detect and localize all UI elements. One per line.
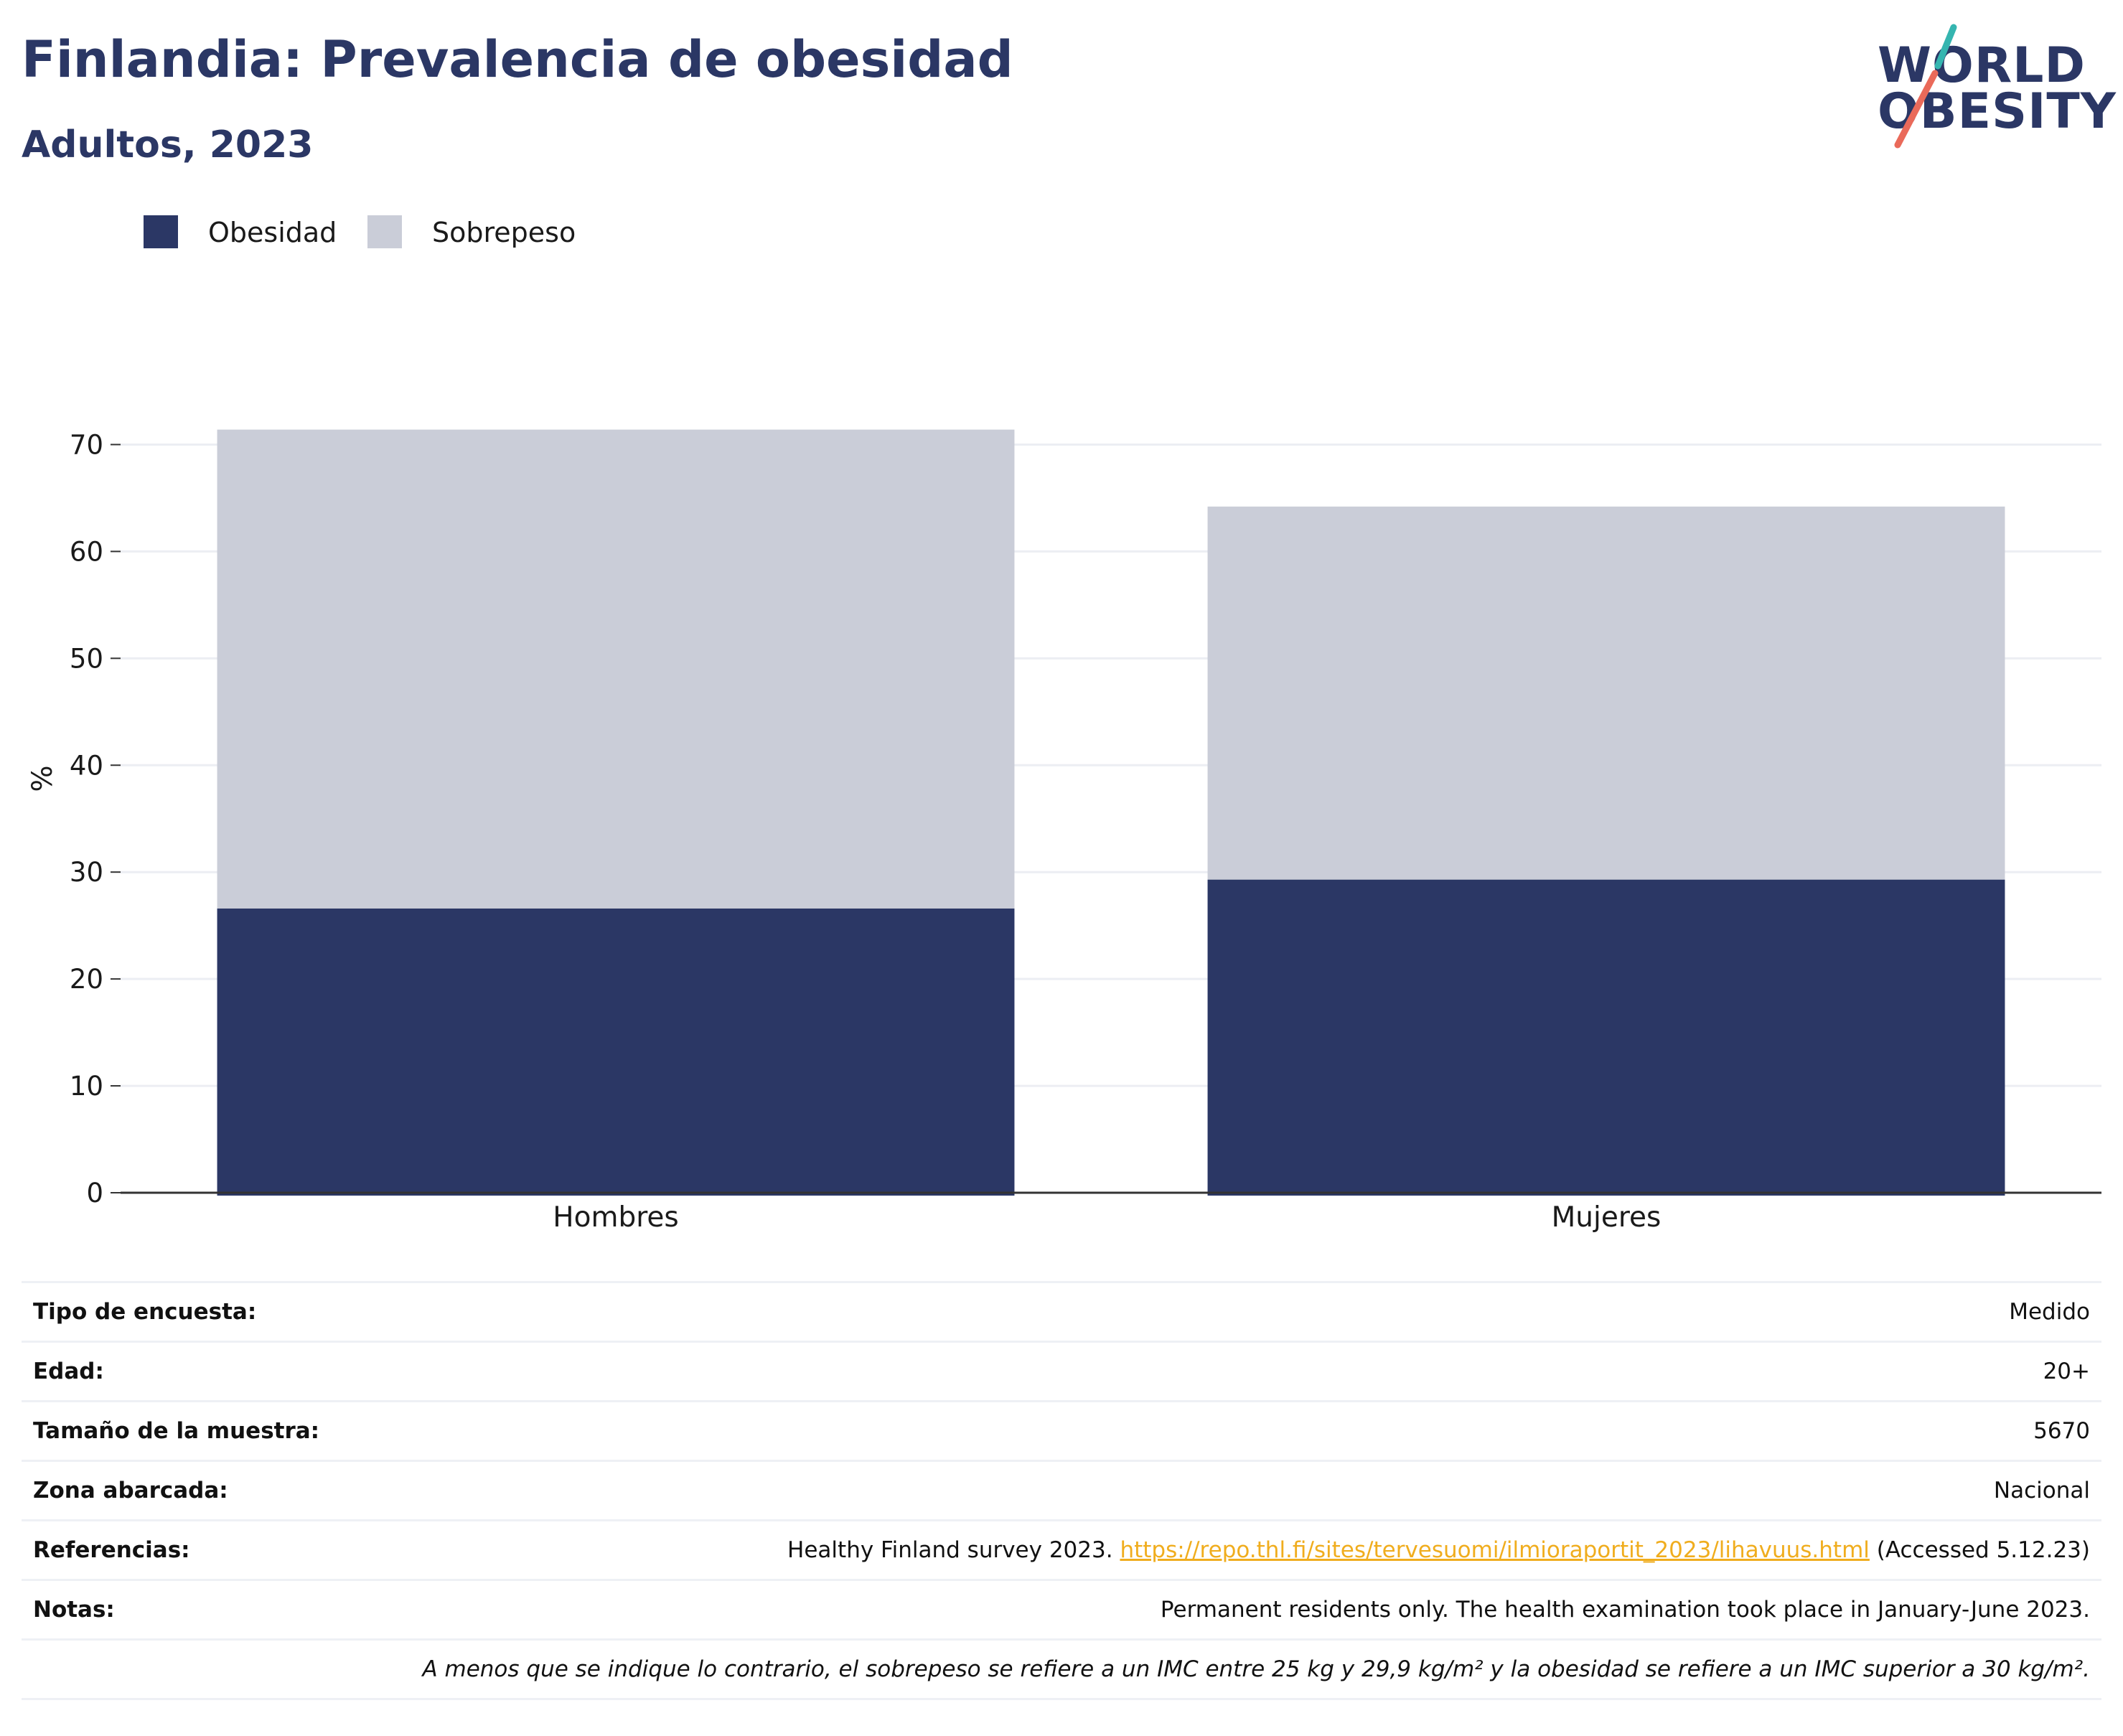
y-tick-label: 0 xyxy=(86,1178,103,1209)
y-tick-label: 70 xyxy=(70,429,103,460)
info-row-survey-type: Tipo de encuesta: Medido xyxy=(22,1283,2101,1343)
bar-obesidad-hombres[interactable] xyxy=(217,908,1015,1196)
axes: 0 10 20 30 40 50 60 70 Hombres Mujeres xyxy=(70,429,2101,1234)
info-value: Healthy Finland survey 2023. https://rep… xyxy=(787,1521,2090,1579)
info-value: Medido xyxy=(2009,1299,2090,1325)
info-key: Notas: xyxy=(33,1597,115,1623)
info-value: 5670 xyxy=(2033,1418,2090,1444)
x-category-label: Mujeres xyxy=(1552,1201,1662,1234)
y-tick-label: 20 xyxy=(70,964,103,995)
info-value: Nacional xyxy=(1993,1478,2090,1503)
logo-line-1: WORLD xyxy=(1878,37,2086,94)
y-tick-label: 60 xyxy=(70,536,103,567)
legend-swatch-obesidad xyxy=(144,215,178,248)
info-row-references: Referencias: Healthy Finland survey 2023… xyxy=(22,1521,2101,1581)
info-key: Referencias: xyxy=(33,1537,190,1563)
info-row-age: Edad: 20+ xyxy=(22,1343,2101,1402)
logo-slash-icon xyxy=(1894,24,1957,149)
bars xyxy=(217,429,2005,1196)
info-key: Zona abarcada: xyxy=(33,1478,228,1503)
reference-text: Healthy Finland survey 2023. xyxy=(787,1537,1120,1563)
legend-swatch-sobrepeso xyxy=(367,215,402,248)
bar-obesidad-mujeres[interactable] xyxy=(1207,879,2005,1196)
y-tick-label: 40 xyxy=(70,750,103,781)
info-row-coverage: Zona abarcada: Nacional xyxy=(22,1462,2101,1521)
info-value: Permanent residents only. The health exa… xyxy=(1160,1597,2090,1623)
survey-info-table: Tipo de encuesta: Medido Edad: 20+ Tamañ… xyxy=(22,1281,2101,1700)
info-key: Tipo de encuesta: xyxy=(33,1299,257,1325)
info-row-footnote: A menos que se indique lo contrario, el … xyxy=(22,1641,2101,1700)
bar-sobrepeso-mujeres[interactable] xyxy=(1207,506,2005,880)
info-key: Tamaño de la muestra: xyxy=(33,1418,320,1444)
legend-label-sobrepeso: Sobrepeso xyxy=(432,217,576,248)
info-row-sample-size: Tamaño de la muestra: 5670 xyxy=(22,1402,2101,1462)
y-tick-label: 50 xyxy=(70,643,103,674)
page-title: Finlandia: Prevalencia de obesidad xyxy=(22,30,1013,89)
stacked-bar-chart: 0 10 20 30 40 50 60 70 Hombres Mujeres % xyxy=(27,429,2101,1234)
footnote-text: A menos que se indique lo contrario, el … xyxy=(422,1656,2090,1682)
info-value: 20+ xyxy=(2043,1359,2090,1384)
reference-link[interactable]: https://repo.thl.fi/sites/tervesuomi/ilm… xyxy=(1120,1537,1870,1563)
info-key: Edad: xyxy=(33,1359,104,1384)
info-row-notes: Notas: Permanent residents only. The hea… xyxy=(22,1581,2101,1641)
legend-label-obesidad: Obesidad xyxy=(208,217,337,248)
reference-accessed: (Accessed 5.12.23) xyxy=(1869,1537,2090,1563)
y-tick-label: 30 xyxy=(70,857,103,888)
world-obesity-logo: WORLD OBESITY xyxy=(1866,22,2116,151)
page-subtitle: Adultos, 2023 xyxy=(22,123,314,166)
y-axis-label: % xyxy=(27,765,59,792)
y-tick-label: 10 xyxy=(70,1071,103,1102)
x-category-label: Hombres xyxy=(553,1201,678,1234)
bar-sobrepeso-hombres[interactable] xyxy=(217,429,1015,909)
